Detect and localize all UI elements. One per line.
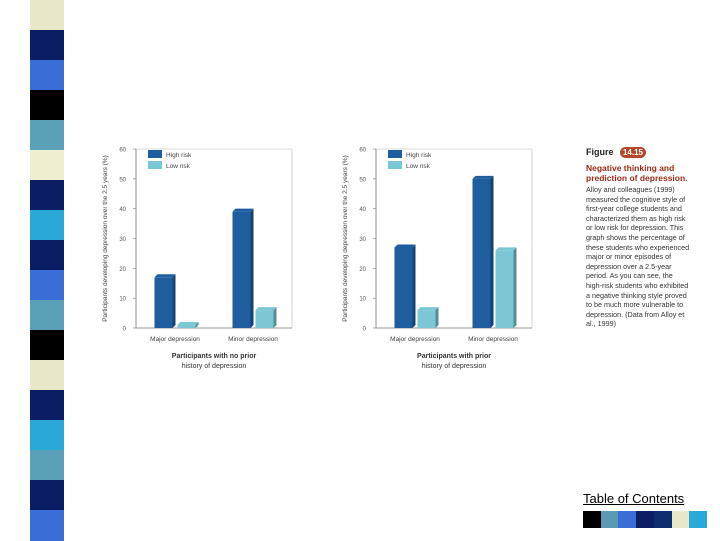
y-axis-label: Participants developing depression over … xyxy=(102,155,109,322)
bar-top xyxy=(394,244,416,248)
y-tick-label: 10 xyxy=(359,297,366,303)
figure-number-badge: 14.15 xyxy=(619,147,646,158)
legend-swatch xyxy=(148,150,162,158)
bar-side xyxy=(250,208,254,328)
bar xyxy=(154,277,173,328)
color-swatch xyxy=(618,511,637,528)
legend-swatch xyxy=(148,161,162,169)
bar xyxy=(417,310,436,328)
y-axis-label: Participants developing depression over … xyxy=(342,155,349,322)
y-tick-label: 0 xyxy=(123,327,127,333)
stripe-block xyxy=(30,60,64,91)
bar-top xyxy=(177,322,199,326)
y-tick-label: 0 xyxy=(363,327,367,333)
bar-top xyxy=(472,175,494,179)
stripe-block xyxy=(30,210,64,241)
decorative-stripe xyxy=(30,0,64,541)
y-tick-label: 30 xyxy=(359,237,366,243)
x-axis-label: Participants with prior xyxy=(417,353,491,360)
color-swatch xyxy=(689,511,708,528)
stripe-block xyxy=(30,30,64,61)
bar xyxy=(177,325,196,328)
y-tick-label: 40 xyxy=(119,207,126,213)
table-of-contents-link[interactable]: Table of Contents xyxy=(583,491,685,506)
bar xyxy=(255,310,274,328)
y-tick-label: 20 xyxy=(119,267,126,273)
category-label: Major depression xyxy=(390,336,440,343)
chart-svg: 0 10 20 30 40 50 60 Participants developing dep… xyxy=(102,148,293,370)
caption-title: Negative thinking and prediction of depr… xyxy=(586,163,688,183)
bar xyxy=(394,247,413,328)
caption-body: Alloy and colleagues (1999) measured the… xyxy=(586,185,690,329)
stripe-block xyxy=(30,0,64,31)
figure-label: Figure xyxy=(586,147,614,157)
y-tick-label: 40 xyxy=(359,207,366,213)
category-label: Minor depression xyxy=(468,336,518,343)
y-tick-label: 50 xyxy=(359,177,366,183)
chart-prior-history: 0 10 20 30 40 50 60 Participants developing dep… xyxy=(338,138,570,378)
category-label: Minor depression xyxy=(228,336,278,343)
y-tick-label: 60 xyxy=(359,148,366,154)
bar-side xyxy=(172,274,176,328)
stripe-block xyxy=(30,360,64,391)
stripe-block xyxy=(30,120,64,151)
bar-top xyxy=(255,307,277,311)
stripe-block xyxy=(30,330,64,361)
color-swatch xyxy=(600,511,619,528)
color-swatch-bar xyxy=(583,511,708,528)
legend-label: High risk xyxy=(166,152,192,159)
y-tick-label: 60 xyxy=(119,148,126,154)
stripe-block xyxy=(30,270,64,301)
bar-side xyxy=(490,175,494,328)
y-tick-label: 30 xyxy=(119,237,126,243)
legend-label: Low risk xyxy=(406,163,431,170)
bar-side xyxy=(435,307,439,328)
legend-swatch xyxy=(388,161,402,169)
x-axis-label: Participants with no prior xyxy=(172,353,257,360)
legend-label: High risk xyxy=(406,152,432,159)
bar-side xyxy=(513,247,517,328)
bar-top xyxy=(154,274,176,278)
legend-label: Low risk xyxy=(166,163,191,170)
color-swatch xyxy=(653,511,672,528)
color-swatch xyxy=(671,511,690,528)
stripe-block xyxy=(30,150,64,181)
stripe-block xyxy=(30,300,64,331)
y-tick-label: 50 xyxy=(119,177,126,183)
chart-svg: 0 10 20 30 40 50 60 Participants developing dep… xyxy=(342,148,533,370)
stripe-block xyxy=(30,480,64,511)
stripe-block xyxy=(30,450,64,481)
bar xyxy=(472,178,491,328)
bar xyxy=(232,211,251,328)
y-tick-label: 10 xyxy=(119,297,126,303)
bar-side xyxy=(273,307,277,328)
bar-top xyxy=(232,208,254,212)
bar-side xyxy=(195,322,199,328)
x-axis-label: history of depression xyxy=(182,363,247,370)
color-swatch xyxy=(583,511,601,528)
category-label: Major depression xyxy=(150,336,200,343)
stripe-block xyxy=(30,390,64,421)
legend-swatch xyxy=(388,150,402,158)
figure-heading: Figure 14.15 xyxy=(586,142,690,160)
y-tick-label: 20 xyxy=(359,267,366,273)
stripe-block xyxy=(30,420,64,451)
color-swatch xyxy=(636,511,654,528)
stripe-block xyxy=(30,180,64,211)
bar xyxy=(495,250,514,328)
bar-top xyxy=(417,307,439,311)
stripe-block xyxy=(30,510,64,541)
stripe-block xyxy=(30,240,64,271)
bar-top xyxy=(495,247,517,251)
chart-no-prior-history: 0 10 20 30 40 50 60 Participants developing dep… xyxy=(98,138,330,378)
figure-caption: Figure 14.15 Negative thinking and predi… xyxy=(586,142,690,329)
stripe-block xyxy=(30,90,64,121)
bar-side xyxy=(412,244,416,328)
x-axis-label: history of depression xyxy=(422,363,487,370)
